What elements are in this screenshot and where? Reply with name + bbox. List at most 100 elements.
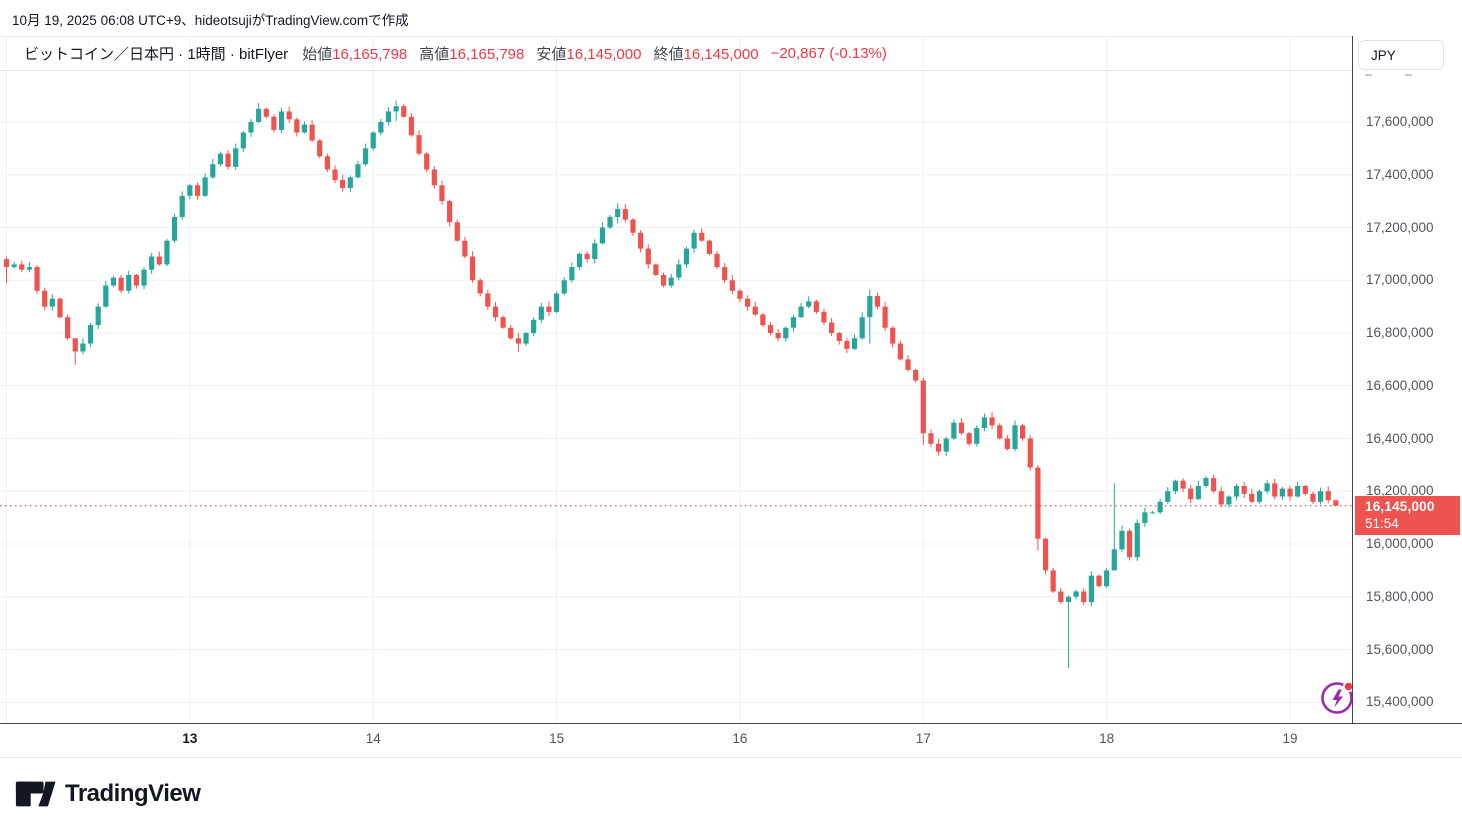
- candle-body: [1134, 522, 1140, 558]
- candle-body: [829, 322, 835, 333]
- candle-body: [202, 177, 208, 196]
- candle-body: [408, 116, 415, 136]
- candle-body: [1027, 438, 1033, 468]
- candle-body: [492, 306, 499, 318]
- candle-body: [1203, 478, 1209, 486]
- candle-body: [49, 298, 55, 307]
- time-tick-label: 14: [365, 731, 381, 746]
- candle-body: [951, 422, 957, 439]
- price-axis-label: 16,400,000: [1366, 430, 1434, 446]
- price-axis-label: 17,400,000: [1366, 166, 1434, 182]
- tradingview-logo[interactable]: TradingView: [14, 776, 201, 812]
- candle-body: [851, 338, 858, 349]
- candle-body: [874, 296, 881, 307]
- candle-body: [217, 153, 224, 165]
- candle-body: [263, 108, 269, 117]
- candle-body: [668, 277, 674, 286]
- legend-field-low: 安値16,145,000: [536, 45, 642, 63]
- candle-body: [1241, 485, 1247, 494]
- candle-body: [393, 106, 399, 112]
- candle-body: [1149, 512, 1156, 514]
- candle-body: [80, 343, 86, 352]
- candle-body: [752, 306, 758, 315]
- currency-button[interactable]: JPY: [1358, 40, 1444, 70]
- header-divider: [0, 36, 1462, 37]
- candle-body: [1119, 530, 1125, 550]
- candle-body: [324, 156, 330, 170]
- legend-bottom-divider: [0, 70, 1352, 71]
- candle-body: [1004, 438, 1010, 450]
- candle-body: [653, 264, 659, 275]
- chart-canvas[interactable]: [0, 0, 1352, 757]
- candle-body: [1302, 485, 1308, 494]
- candle-body: [553, 293, 560, 312]
- legend-field-high: 高値16,165,798: [419, 45, 525, 63]
- candle-body: [1226, 496, 1232, 505]
- candle-body: [309, 124, 315, 141]
- time-axis[interactable]: 13 14 15 16 17 18 19: [0, 724, 1462, 757]
- candle-body: [607, 216, 613, 228]
- candle-body: [630, 219, 636, 233]
- candle-body: [462, 240, 468, 257]
- price-axis-label: 17,200,000: [1366, 219, 1434, 235]
- candle-body: [844, 340, 850, 349]
- last-price-badge[interactable]: 16,145,000 51:54: [1355, 495, 1460, 535]
- candle-body: [194, 185, 201, 196]
- candle-body: [500, 317, 506, 328]
- candle-body: [454, 222, 460, 241]
- price-axis-label: 16,800,000: [1366, 325, 1434, 340]
- candle-body: [447, 201, 453, 223]
- price-axis-label: 15,400,000: [1366, 694, 1434, 710]
- candle-body: [1211, 478, 1217, 492]
- time-tick-label: 17: [915, 731, 931, 746]
- candle-body: [523, 333, 529, 344]
- candle-body: [615, 209, 621, 217]
- candle-body: [974, 427, 980, 444]
- candle-body: [340, 180, 346, 188]
- candle-body: [72, 338, 78, 352]
- candle-body: [1272, 483, 1278, 497]
- candle-body: [301, 124, 308, 133]
- candle-body: [431, 169, 437, 186]
- candle-body: [385, 111, 392, 122]
- candle-body: [1012, 425, 1018, 450]
- candle-body: [638, 232, 644, 249]
- candle-body: [294, 119, 300, 133]
- candle-body: [905, 359, 911, 370]
- candle-body: [1325, 491, 1331, 501]
- candle-body: [821, 311, 827, 323]
- candle-body: [783, 327, 789, 339]
- legend-change: −20,867 (-0.13%): [770, 44, 887, 62]
- symbol-title[interactable]: ビットコイン／日本円 · 1時間 · bitFlyer: [24, 45, 289, 63]
- candle-body: [278, 111, 285, 130]
- candle-body: [897, 343, 903, 360]
- candle-body: [317, 140, 323, 157]
- candle-body: [164, 240, 170, 265]
- candle-body: [935, 443, 942, 452]
- candle-body: [699, 232, 705, 241]
- candle-body: [1111, 549, 1117, 571]
- price-axis-label: 17,000,000: [1366, 272, 1434, 288]
- boost-button[interactable]: [1320, 679, 1356, 715]
- candle-body: [676, 264, 682, 278]
- candle-body: [1126, 530, 1133, 558]
- candle-body: [179, 195, 185, 217]
- candle-body: [1035, 467, 1041, 539]
- candle-body: [1073, 591, 1079, 597]
- candle-body: [714, 253, 720, 268]
- candle-body: [26, 267, 33, 270]
- time-axis-border: [0, 723, 1462, 724]
- time-tick-label: 19: [1282, 731, 1298, 746]
- candle-body: [515, 338, 521, 344]
- candle-body: [538, 306, 544, 320]
- candle-body: [867, 296, 873, 318]
- tradingview-wordmark: TradingView: [65, 780, 201, 807]
- candle-body: [439, 185, 445, 202]
- time-tick-label: 16: [732, 731, 748, 746]
- price-axis[interactable]: JPY 17,600,000 17,400,000 17,200,000 17,000…: [1352, 36, 1462, 757]
- candle-body: [508, 327, 514, 339]
- candle-body: [744, 298, 751, 307]
- price-axis-label: 15,800,000: [1366, 588, 1434, 604]
- candle-body: [592, 243, 598, 260]
- candle-body: [813, 301, 819, 312]
